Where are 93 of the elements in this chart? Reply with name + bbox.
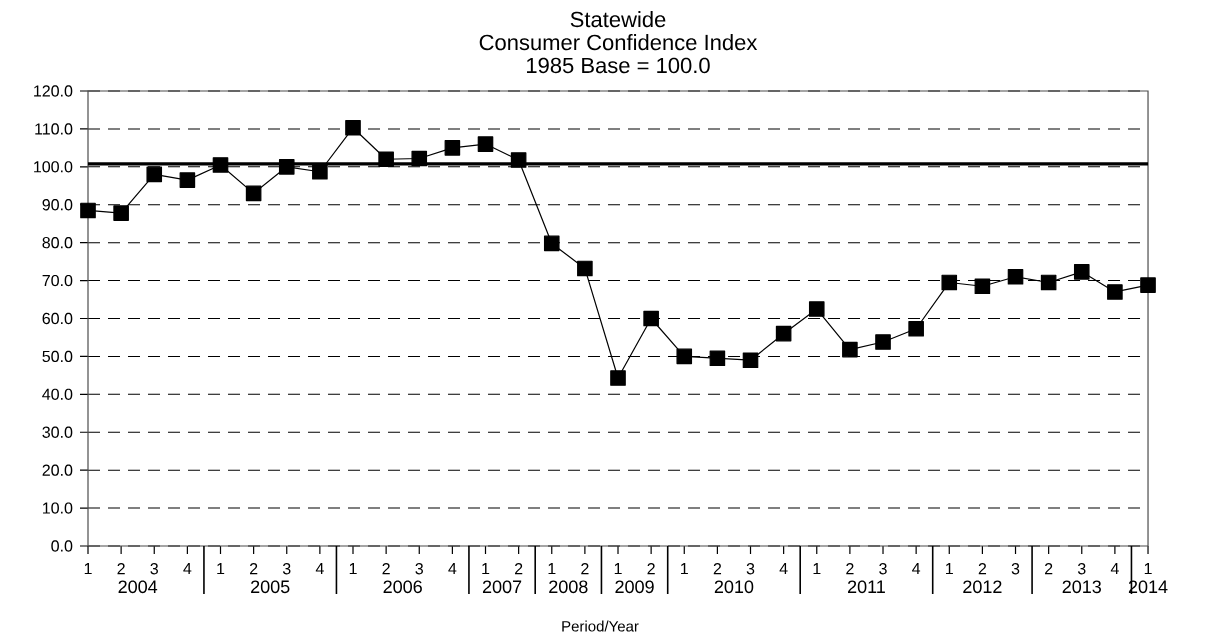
y-tick-label: 40.0 — [42, 388, 73, 400]
x-tick-label: 3 — [415, 563, 423, 575]
y-tick-label: 90.0 — [42, 199, 73, 211]
x-tick-label: 2 — [978, 563, 987, 575]
point — [113, 205, 129, 221]
point — [1073, 264, 1090, 280]
chart-title: Statewide — [570, 11, 666, 28]
x-tick-label: 4 — [779, 563, 788, 575]
x-tick-label: 3 — [150, 563, 158, 575]
point — [312, 163, 328, 180]
point — [709, 350, 726, 367]
x-tick-label: 3 — [1011, 563, 1020, 575]
point — [742, 352, 759, 369]
x-tick-label: 2 — [117, 563, 125, 575]
point — [577, 260, 593, 277]
x-tick-label: 2 — [846, 563, 854, 575]
chart-subtitle: Consumer Confidence Index — [479, 34, 758, 51]
y-tick-label: 20.0 — [42, 464, 73, 476]
point — [1040, 274, 1057, 291]
x-tick-label: 1 — [946, 563, 953, 575]
point — [146, 166, 163, 183]
point — [245, 185, 262, 202]
x-axis-title: Period/Year — [562, 620, 639, 632]
y-tick-label: 30.0 — [42, 426, 73, 438]
text: 1985 Base = 100.0 — [527, 57, 710, 74]
point — [80, 202, 96, 219]
point — [676, 348, 693, 365]
x-tick-label: 2 — [713, 563, 722, 575]
text: 2007 — [482, 580, 522, 594]
x-tick-label: 3 — [282, 563, 291, 575]
point — [1140, 277, 1156, 293]
text: 2006 — [383, 580, 422, 594]
y-tick-label: 50.0 — [42, 350, 73, 363]
x-tick-label: 2 — [647, 563, 655, 575]
text: 2008 — [549, 580, 588, 594]
x-tick-label: 3 — [746, 563, 755, 575]
x-tick-label: 4 — [912, 563, 921, 575]
x-tick-label: 4 — [315, 563, 324, 575]
x-tick-label: 3 — [879, 563, 887, 575]
point — [543, 235, 560, 252]
point — [444, 140, 461, 156]
text: 2013 — [1062, 580, 1101, 594]
point — [808, 301, 825, 317]
y-tick-label: 100.0 — [34, 161, 73, 173]
text: 2009 — [615, 580, 654, 594]
point — [212, 157, 229, 173]
point — [510, 152, 527, 168]
point — [842, 341, 858, 358]
x-tick-label: 1 — [482, 563, 490, 575]
point — [477, 136, 494, 152]
x-tick-label: 2 — [382, 563, 390, 575]
x-tick-label: 2 — [1045, 563, 1053, 575]
x-tick-label: 1 — [84, 563, 92, 575]
x-tick-label: 1 — [614, 563, 622, 575]
point — [1007, 268, 1024, 285]
point — [610, 370, 626, 386]
text: 2011 — [848, 580, 885, 594]
text: 2010 — [714, 580, 754, 594]
x-tick-label: 2 — [250, 563, 258, 575]
x-tick-label: 1 — [349, 563, 357, 575]
x-tick-label: 1 — [217, 563, 225, 575]
y-tick-label: 10.0 — [43, 502, 73, 514]
point — [179, 172, 196, 188]
text: 2005 — [251, 580, 290, 594]
point — [875, 334, 891, 350]
y-tick-label: 70.0 — [42, 274, 73, 287]
y-tick-label: 120.0 — [34, 85, 73, 97]
x-tick-label: 4 — [1110, 563, 1119, 575]
point — [941, 274, 958, 291]
point — [974, 278, 991, 295]
x-tick-label: 1 — [813, 563, 821, 575]
point — [345, 119, 361, 136]
y-tick-label: 60.0 — [42, 312, 73, 325]
point — [643, 310, 659, 327]
point — [411, 150, 428, 167]
text: 2004 — [118, 580, 158, 594]
x-tick-label: 4 — [448, 563, 457, 575]
x-tick-label: 1 — [548, 563, 556, 575]
x-tick-label: 4 — [183, 563, 192, 575]
x-tick-label: 2 — [515, 563, 523, 575]
y-tick-label: 110.0 — [35, 123, 73, 135]
point — [908, 320, 924, 337]
point — [1107, 284, 1123, 300]
text: 2012 — [963, 580, 1002, 594]
y-tick-label: 80.0 — [42, 237, 73, 249]
point — [775, 325, 792, 342]
x-tick-label: 1 — [1144, 563, 1152, 575]
x-tick-label: 1 — [681, 563, 688, 575]
x-tick-label: 3 — [1077, 563, 1086, 575]
point — [278, 159, 295, 175]
point — [378, 151, 394, 168]
x-tick-label: 2 — [581, 563, 589, 575]
y-tick-label: 0.0 — [51, 540, 73, 552]
